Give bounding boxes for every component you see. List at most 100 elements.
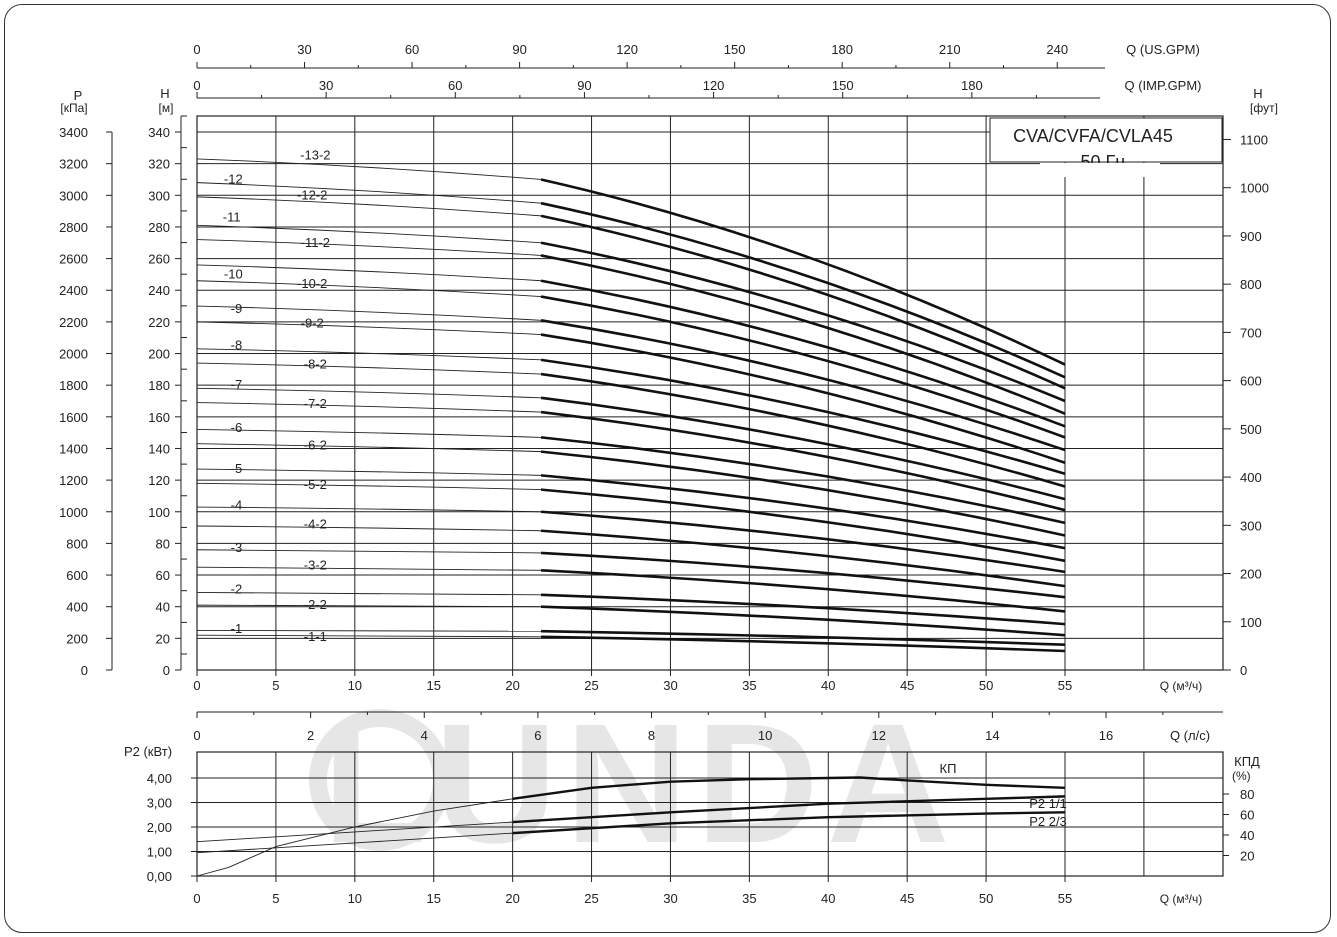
curve-label: -9-2	[301, 315, 324, 330]
kpa-tick-label: 800	[66, 536, 88, 551]
q-tick-label: 50	[979, 678, 993, 693]
ls-tick-label: 14	[985, 728, 999, 743]
q2-tick-label: 15	[426, 891, 440, 906]
q-tick-label: 45	[900, 678, 914, 693]
kpa-tick-label: 1400	[59, 441, 88, 456]
curve-4-2	[540, 529, 1066, 588]
curve-12-2	[540, 214, 1066, 390]
h-tick-label: 160	[148, 410, 170, 425]
h-tick-label: 200	[148, 347, 170, 362]
eff-axis-unit: (%)	[1232, 769, 1251, 783]
ft-tick-label: 300	[1240, 518, 1262, 533]
impgpm-axis-title: Q (IMP.GPM)	[1124, 78, 1201, 93]
curve-9	[540, 319, 1066, 452]
impgpm-tick-label: 60	[448, 78, 462, 93]
curve-label: -7-2	[304, 396, 327, 411]
usgpm-tick-label: 180	[831, 42, 853, 57]
ls-tick-label: 8	[648, 728, 655, 743]
kpa-tick-label: 2000	[59, 347, 88, 362]
curve-label: -4	[231, 497, 243, 512]
p2-tick-label: 3,00	[147, 796, 172, 811]
title-box	[989, 117, 1223, 163]
q2-axis-title: Q (м³/ч)	[1160, 892, 1203, 906]
h-tick-label: 80	[156, 536, 170, 551]
power-curve-low	[196, 821, 513, 843]
q-tick-label: 40	[821, 678, 835, 693]
h-tick-label: 0	[163, 663, 170, 678]
eff-tick-label: 60	[1240, 808, 1254, 823]
head-plot-area	[196, 115, 1224, 671]
q2-tick-label: 40	[821, 891, 835, 906]
curve-label: -2	[231, 581, 243, 596]
curve-label: -5-2	[304, 477, 327, 492]
h-tick-label: 240	[148, 283, 170, 298]
ft-tick-label: 0	[1240, 663, 1247, 678]
h-tick-label: 300	[148, 188, 170, 203]
p2-tick-label: 2,00	[147, 820, 172, 835]
curve-7	[540, 396, 1066, 501]
curve-label: -10-2	[297, 276, 327, 291]
kpa-tick-label: 3000	[59, 188, 88, 203]
q-tick-label: 0	[193, 678, 200, 693]
curve-10	[540, 279, 1066, 428]
usgpm-tick-label: 30	[297, 42, 311, 57]
curve-13-2-low	[196, 158, 542, 180]
watermark-circle	[309, 709, 451, 851]
ft-tick-label: 900	[1240, 229, 1262, 244]
curve-11-2	[540, 254, 1066, 415]
h-tick-label: 140	[148, 441, 170, 456]
eff-tick-label: 40	[1240, 828, 1254, 843]
curve-4-2-low	[196, 525, 542, 532]
kpa-tick-label: 2200	[59, 315, 88, 330]
usgpm-tick-label: 120	[616, 42, 638, 57]
curve-9-low	[196, 305, 542, 321]
q-tick-label: 15	[426, 678, 440, 693]
curve-label: -3-2	[304, 558, 327, 573]
ls-tick-label: 4	[421, 728, 428, 743]
q-axis-title: Q (м³/ч)	[1160, 679, 1203, 693]
q2-tick-label: 30	[663, 891, 677, 906]
curve-6	[540, 436, 1066, 525]
curve-1	[541, 629, 1066, 646]
ft-tick-label: 1100	[1240, 132, 1268, 147]
impgpm-tick-label: 180	[961, 78, 983, 93]
ls-tick-label: 10	[758, 728, 772, 743]
ls-axis-title: Q (л/с)	[1170, 728, 1210, 743]
curve-8	[540, 358, 1066, 476]
ls-tick-label: 2	[307, 728, 314, 743]
kpa-tick-label: 1200	[59, 473, 88, 488]
p2-tick-label: 4,00	[147, 771, 172, 786]
curve-2	[540, 593, 1066, 626]
curve-label: -2-2	[304, 597, 327, 612]
curve-label: -10	[224, 266, 243, 281]
curve-9-2-low	[196, 321, 542, 335]
ft-axis-title: H	[1253, 86, 1262, 101]
curve-13-2	[540, 178, 1066, 366]
curve-7-2	[540, 410, 1066, 512]
ls-tick-label: 0	[193, 728, 200, 743]
p2-axis-title: P2 (кВт)	[124, 744, 172, 759]
q-tick-label: 25	[584, 678, 598, 693]
ft-tick-label: 1000	[1240, 181, 1269, 196]
q-tick-label: 55	[1058, 678, 1072, 693]
curve-label: -9	[231, 301, 243, 316]
impgpm-tick-label: 30	[319, 78, 333, 93]
curve-label: -1	[231, 621, 243, 636]
h-tick-label: 180	[148, 378, 170, 393]
curve-2-low	[196, 592, 542, 596]
curve-6-2	[540, 450, 1066, 537]
usgpm-axis-title: Q (US.GPM)	[1126, 42, 1200, 57]
curve-4-low	[196, 506, 542, 513]
q2-tick-label: 25	[584, 891, 598, 906]
ft-tick-label: 800	[1240, 277, 1262, 292]
ls-tick-label: 6	[534, 728, 541, 743]
kpa-tick-label: 1600	[59, 410, 88, 425]
curve-4	[540, 510, 1066, 574]
ls-tick-label: 12	[872, 728, 886, 743]
subtitle-mask	[1040, 163, 1160, 177]
curve-label: -12	[224, 171, 243, 186]
curve-label: -12-2	[297, 187, 327, 202]
curve-2-2	[540, 605, 1066, 637]
eff-curve-label: КП	[940, 761, 957, 776]
